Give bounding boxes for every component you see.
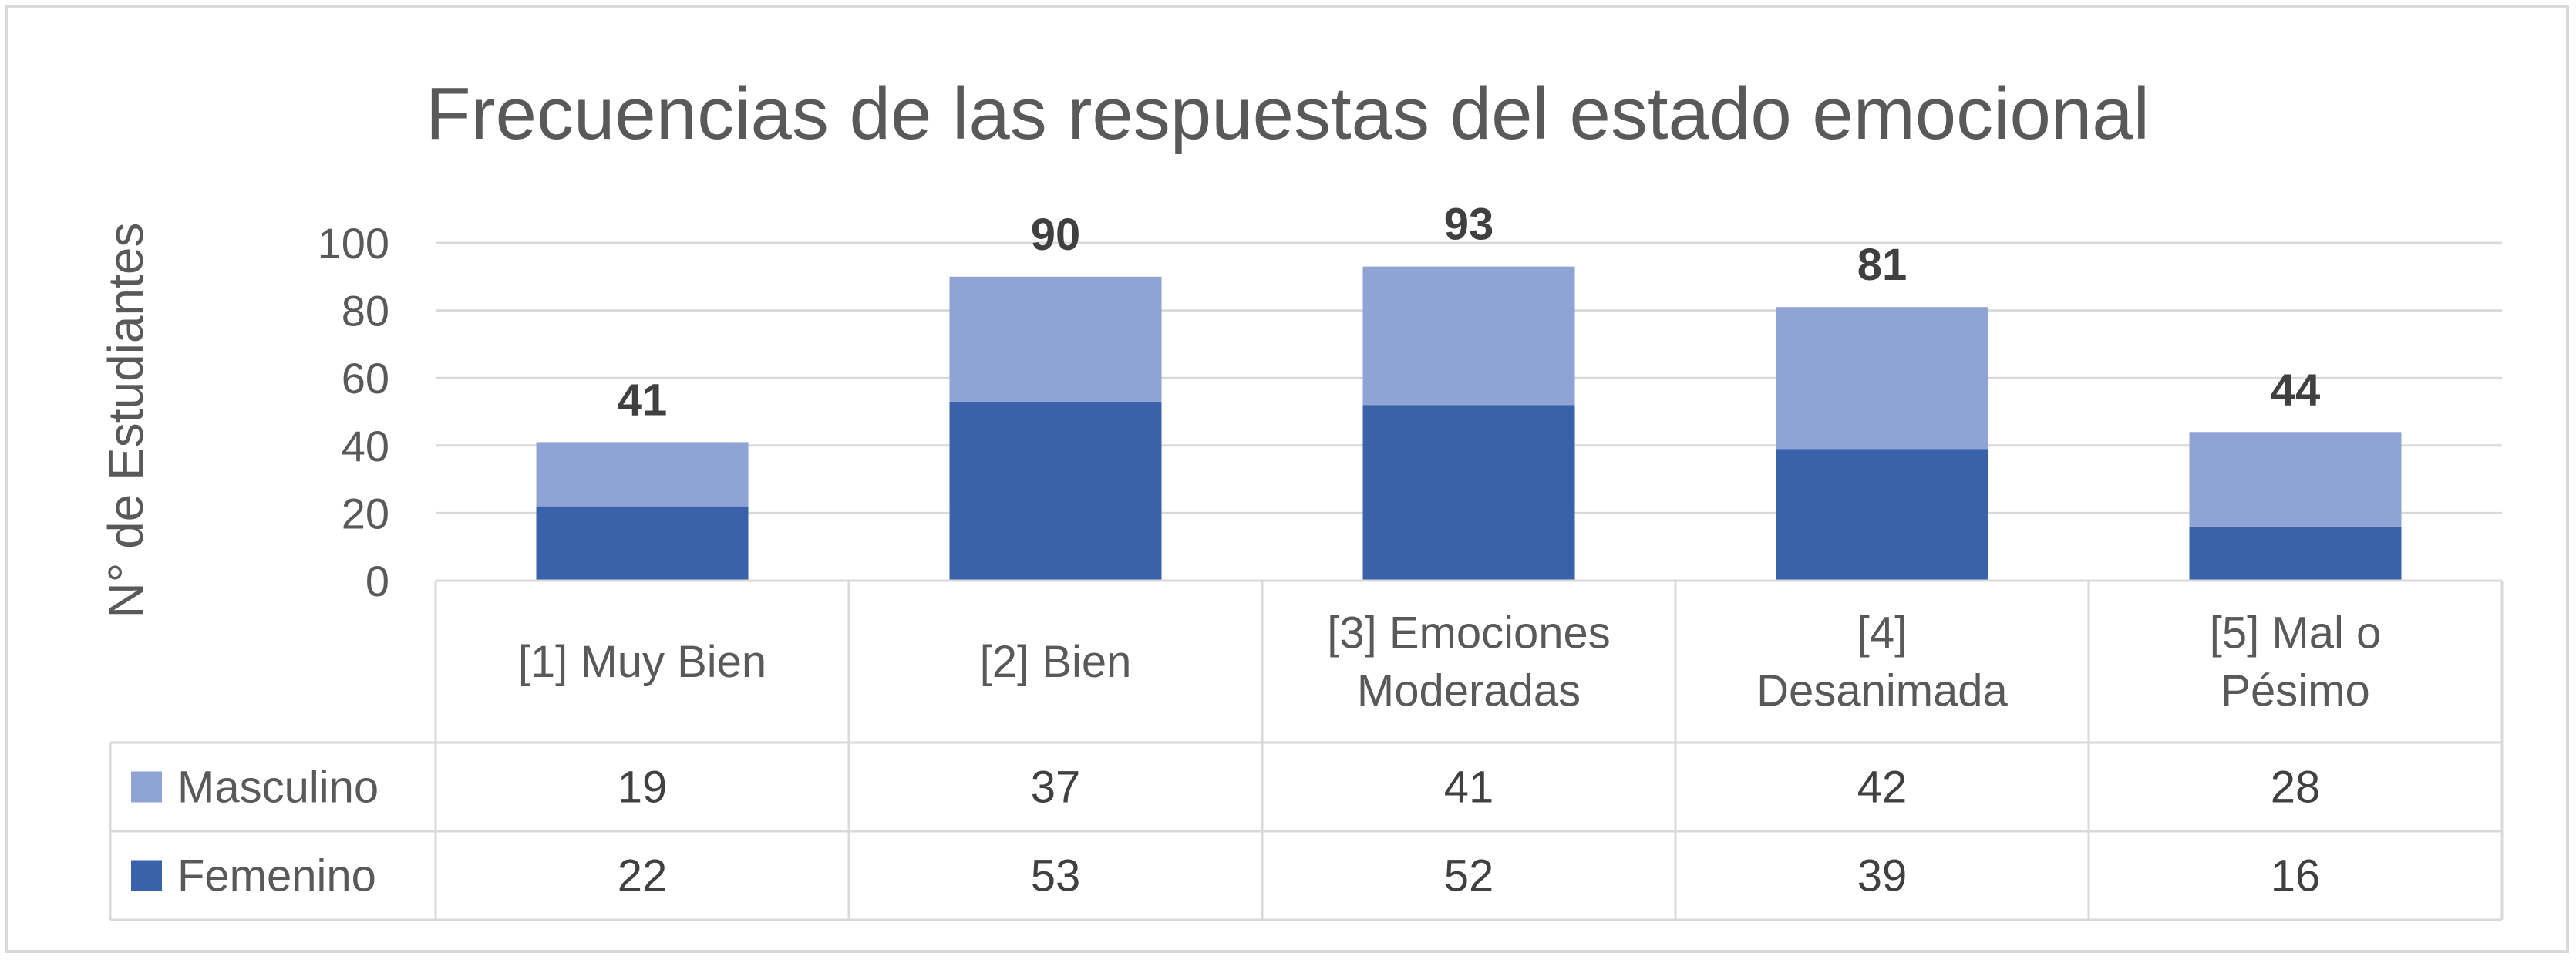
table-cell: 22 bbox=[618, 851, 668, 901]
bar-segment-masculino bbox=[1776, 307, 1988, 450]
y-tick-label: 60 bbox=[342, 354, 389, 403]
category-label: Pésimo bbox=[2221, 666, 2369, 716]
bar-segment-femenino bbox=[536, 506, 749, 581]
chart-title: Frecuencias de las respuestas del estado… bbox=[426, 72, 2150, 155]
table-cell: 41 bbox=[1444, 763, 1494, 813]
y-tick-label: 40 bbox=[342, 422, 389, 470]
category-label: [5] Mal o bbox=[2210, 608, 2381, 659]
table-cell: 37 bbox=[1031, 763, 1081, 813]
y-axis-ticks: 0 20 40 60 80 100 bbox=[318, 219, 389, 605]
table-cell: 52 bbox=[1444, 851, 1494, 901]
table-cell: 42 bbox=[1857, 763, 1908, 813]
category-label: [2] Bien bbox=[980, 637, 1132, 687]
bar-segment-masculino bbox=[536, 442, 749, 507]
y-tick-label: 100 bbox=[318, 219, 389, 268]
table-cell: 16 bbox=[2271, 851, 2321, 901]
bar-segment-masculino bbox=[2189, 432, 2402, 527]
total-labels: 41 90 93 81 44 bbox=[618, 200, 2321, 426]
y-axis-label: N° de Estudiantes bbox=[98, 223, 153, 618]
table-cell: 53 bbox=[1031, 851, 1081, 901]
bar-segment-masculino bbox=[949, 276, 1162, 402]
category-label: Moderadas bbox=[1357, 666, 1581, 716]
total-label: 81 bbox=[1857, 240, 1908, 290]
legend-label: Femenino bbox=[177, 851, 376, 901]
category-label: [4] bbox=[1857, 608, 1908, 659]
chart-frame bbox=[5, 5, 2569, 953]
category-label: [3] Emociones bbox=[1327, 608, 1611, 659]
y-tick-label: 20 bbox=[342, 489, 389, 537]
total-label: 41 bbox=[618, 375, 668, 425]
table-cell: 39 bbox=[1857, 851, 1908, 901]
bar-segment-femenino bbox=[2189, 526, 2402, 581]
data-table: [1] Muy Bien [2] Bien [3] Emociones Moderad… bbox=[109, 579, 2504, 921]
legend-key-femenino bbox=[131, 860, 162, 891]
bar-segment-femenino bbox=[1362, 405, 1575, 581]
y-tick-label: 0 bbox=[365, 557, 389, 605]
legend-label: Masculino bbox=[177, 763, 379, 813]
bar-segment-femenino bbox=[949, 401, 1162, 581]
total-label: 93 bbox=[1444, 200, 1494, 250]
category-label: [1] Muy Bien bbox=[518, 637, 766, 687]
category-label: Desanimada bbox=[1756, 666, 2008, 716]
bars bbox=[536, 266, 2402, 581]
bar-segment-masculino bbox=[1362, 266, 1575, 406]
legend-key-masculino bbox=[131, 771, 162, 803]
total-label: 90 bbox=[1031, 210, 1081, 260]
y-tick-label: 80 bbox=[342, 287, 389, 335]
bar-segment-femenino bbox=[1776, 449, 1988, 581]
total-label: 44 bbox=[2271, 365, 2321, 415]
table-cell: 28 bbox=[2271, 763, 2321, 813]
table-cell: 19 bbox=[618, 763, 668, 813]
